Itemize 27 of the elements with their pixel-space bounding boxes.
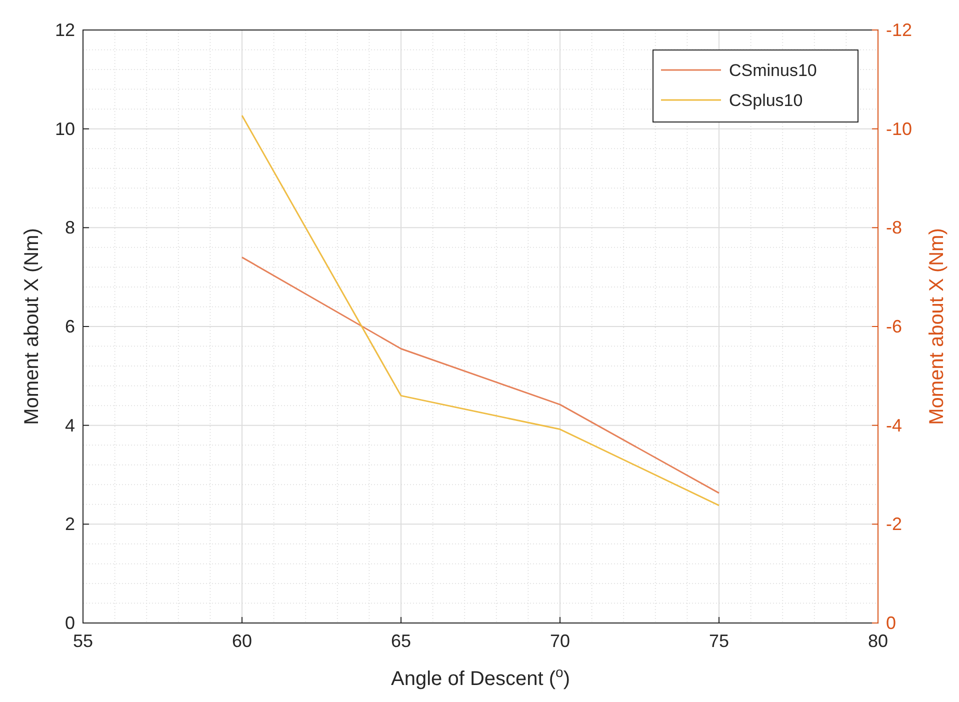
y2-tick-label: -8: [886, 218, 902, 238]
y2-tick-label: -4: [886, 415, 902, 436]
y-tick-label: 0: [64, 613, 75, 633]
y2-tick-label: 0: [886, 613, 896, 633]
y-tick-label: 8: [64, 218, 75, 238]
x-tick-label: 60: [232, 631, 252, 651]
y2-axis-title: Moment about X (Nm): [926, 228, 948, 425]
y-tick-label: 10: [54, 118, 75, 139]
y-tick-label: 4: [64, 415, 75, 436]
y2-tick-label: -12: [886, 20, 912, 40]
x-tick-label: 70: [550, 631, 570, 651]
y-tick-label: 12: [54, 20, 75, 40]
y2-tick-label: -2: [886, 514, 902, 534]
x-tick-label: 75: [708, 631, 730, 651]
y-tick-label: 2: [64, 514, 75, 534]
x-tick-label: 55: [72, 631, 94, 651]
line-series: [241, 256, 720, 494]
y2-tick-label: -6: [886, 316, 902, 336]
x-axis-title: Angle of Descent ($^{o}$): [391, 664, 570, 690]
y-tick-label: 6: [64, 316, 75, 336]
line-series: [241, 114, 720, 506]
legend-label: CSminus10: [729, 61, 817, 80]
y2-tick-label: -10: [886, 118, 912, 139]
legend-label: CSplus10: [729, 91, 803, 110]
x-tick-label: 80: [868, 631, 888, 651]
x-tick-label: 65: [390, 631, 412, 651]
y-axis-title: Moment about X (Nm): [21, 228, 43, 425]
